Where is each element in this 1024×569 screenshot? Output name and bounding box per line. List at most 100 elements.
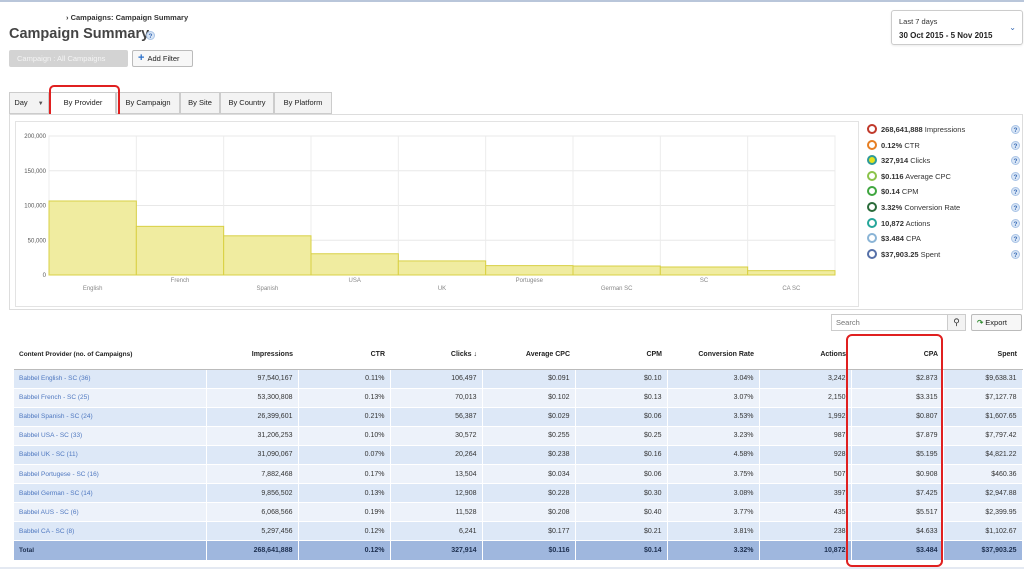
column-header[interactable]: Conversion Rate: [667, 340, 759, 370]
table-cell: 70,013: [390, 388, 483, 408]
metric-name: Spent: [918, 249, 941, 259]
table-row: Babbel AUS - SC (6) 6,068,566 0.19% 11,528 $…: [14, 502, 1023, 523]
metric-circle-icon[interactable]: [867, 233, 877, 244]
table-cell: 3.53%: [667, 407, 760, 427]
metric-circle-icon[interactable]: [867, 248, 877, 259]
help-icon[interactable]: ?: [1011, 125, 1020, 134]
campaign-filter[interactable]: Campaign : All Campaigns: [9, 50, 128, 67]
column-header[interactable]: Impressions: [206, 340, 298, 370]
tab-by-country[interactable]: By Country: [220, 92, 274, 114]
export-button[interactable]: ↷ Export: [971, 314, 1022, 331]
column-header[interactable]: Clicks ↓: [390, 340, 482, 370]
metric-toggle[interactable]: 3.32% Conversion Rate?: [867, 201, 1022, 215]
table-cell: $2,947.88: [943, 483, 1023, 504]
metric-toggle[interactable]: $0.116 Average CPC?: [867, 170, 1022, 184]
tab-by-campaign[interactable]: By Campaign: [116, 92, 180, 114]
provider-link[interactable]: Babbel Spanish - SC (24): [14, 407, 207, 427]
metric-toggle[interactable]: $0.14 CPM?: [867, 185, 1022, 199]
tab-day[interactable]: Day ▼: [9, 92, 49, 114]
table-cell: 6,241: [390, 521, 483, 542]
metric-value: 268,641,888: [881, 125, 923, 134]
table-row: Babbel CA - SC (8) 5,297,456 0.12% 6,241 $0.…: [14, 521, 1023, 542]
help-icon[interactable]: ?: [146, 31, 155, 40]
add-filter-button[interactable]: + Add Filter: [132, 50, 193, 67]
provider-link[interactable]: Babbel CA - SC (8): [14, 521, 207, 542]
bar: [485, 265, 574, 276]
date-range-value: 30 Oct 2015 - 5 Nov 2015: [899, 31, 993, 40]
column-header[interactable]: Spent: [943, 340, 1022, 370]
provider-link[interactable]: Babbel USA - SC (33): [14, 426, 207, 446]
table-cell: 3.75%: [667, 464, 760, 485]
date-range-label: Last 7 days: [899, 17, 938, 26]
table-cell: $0.102: [482, 388, 576, 408]
table-cell: $0.238: [482, 445, 576, 465]
help-icon[interactable]: ?: [1011, 187, 1020, 197]
total-row: Total 268,641,888 0.12% 327,914 $0.116 $0.14 3…: [14, 540, 1023, 562]
x-tick-label: SC: [700, 278, 709, 284]
metric-toggle[interactable]: $3.484 CPA?: [867, 232, 1022, 246]
table-row: Babbel English - SC (36) 97,540,167 0.11% 1…: [14, 369, 1023, 389]
help-icon[interactable]: ?: [1011, 203, 1020, 212]
column-header[interactable]: Actions: [759, 340, 851, 370]
table-cell: $0.029: [482, 407, 576, 427]
provider-link[interactable]: Babbel English - SC (36): [14, 369, 207, 389]
table-cell: $0.16: [575, 445, 668, 465]
metric-toggle[interactable]: 0.12% CTR?: [867, 139, 1022, 153]
metric-circle-icon[interactable]: [867, 186, 877, 197]
metric-toggle[interactable]: 268,641,888 Impressions?: [867, 123, 1022, 137]
table-cell: $0.06: [575, 407, 668, 427]
provider-link[interactable]: Babbel German - SC (14): [14, 483, 207, 504]
y-tick-label: 200,000: [24, 134, 46, 140]
y-tick-label: 100,000: [24, 204, 46, 210]
table-cell: $4,821.22: [943, 445, 1023, 465]
help-icon[interactable]: ?: [1011, 156, 1020, 166]
chevron-down-icon: ⌄: [1009, 23, 1016, 32]
table-cell: 0.11%: [298, 369, 391, 389]
column-header[interactable]: Average CPC: [482, 340, 575, 370]
metric-circle-icon[interactable]: [867, 217, 877, 228]
table-cell: $0.06: [575, 464, 668, 485]
tab-by-platform[interactable]: By Platform: [274, 92, 332, 114]
table-cell: 0.13%: [298, 483, 391, 504]
column-header[interactable]: CPA: [851, 340, 943, 370]
metric-circle-icon[interactable]: [867, 202, 877, 212]
help-icon[interactable]: ?: [1011, 218, 1020, 228]
metric-label: $0.14 CPM: [881, 187, 919, 196]
metric-circle-icon[interactable]: [867, 155, 877, 166]
date-range-picker[interactable]: Last 7 days 30 Oct 2015 - 5 Nov 2015 ⌄: [891, 10, 1023, 45]
search-icon[interactable]: ⚲: [947, 315, 965, 330]
provider-link[interactable]: Babbel Portugese - SC (16): [14, 464, 207, 485]
tab-by-site[interactable]: By Site: [180, 92, 220, 114]
metric-name: Clicks: [908, 156, 931, 166]
help-icon[interactable]: ?: [1011, 140, 1020, 150]
metric-value: 3.32%: [881, 203, 903, 212]
column-header[interactable]: Content Provider (no. of Campaigns): [14, 340, 206, 370]
metric-toggle[interactable]: 10,872 Actions?: [867, 217, 1022, 231]
table-cell: $2.873: [851, 369, 944, 389]
metric-circle-icon[interactable]: [867, 170, 877, 181]
help-icon[interactable]: ?: [1011, 234, 1020, 244]
metric-value: $0.14: [881, 187, 900, 197]
provider-link[interactable]: Babbel French - SC (25): [14, 388, 207, 408]
table-cell: 11,528: [390, 502, 483, 523]
help-icon[interactable]: ?: [1011, 249, 1020, 259]
metric-circle-icon[interactable]: [867, 124, 877, 134]
table-cell: 12,908: [390, 483, 483, 504]
breadcrumb[interactable]: › Campaigns: Campaign Summary: [66, 13, 189, 22]
column-header[interactable]: CPM: [575, 340, 667, 370]
table-cell: $9,638.31: [943, 369, 1023, 389]
metric-toggle[interactable]: $37,903.25 Spent?: [867, 248, 1022, 262]
chart-area: 200,000 150,000 100,000 50,000 0 English Frenc…: [15, 121, 859, 307]
search-input[interactable]: [832, 315, 947, 330]
provider-link[interactable]: Babbel UK - SC (11): [14, 445, 207, 465]
add-filter-label: Add Filter: [147, 54, 180, 63]
provider-link[interactable]: Babbel AUS - SC (6): [14, 502, 207, 523]
table-cell: 0.10%: [298, 426, 391, 446]
x-tick-label: CA SC: [782, 286, 801, 292]
help-icon[interactable]: ?: [1011, 171, 1020, 181]
metric-value: $3.484: [881, 234, 904, 244]
metric-toggle[interactable]: 327,914 Clicks?: [867, 154, 1022, 168]
highlight-annotation: [846, 334, 943, 567]
column-header[interactable]: CTR: [298, 340, 390, 370]
metric-circle-icon[interactable]: [867, 139, 877, 150]
